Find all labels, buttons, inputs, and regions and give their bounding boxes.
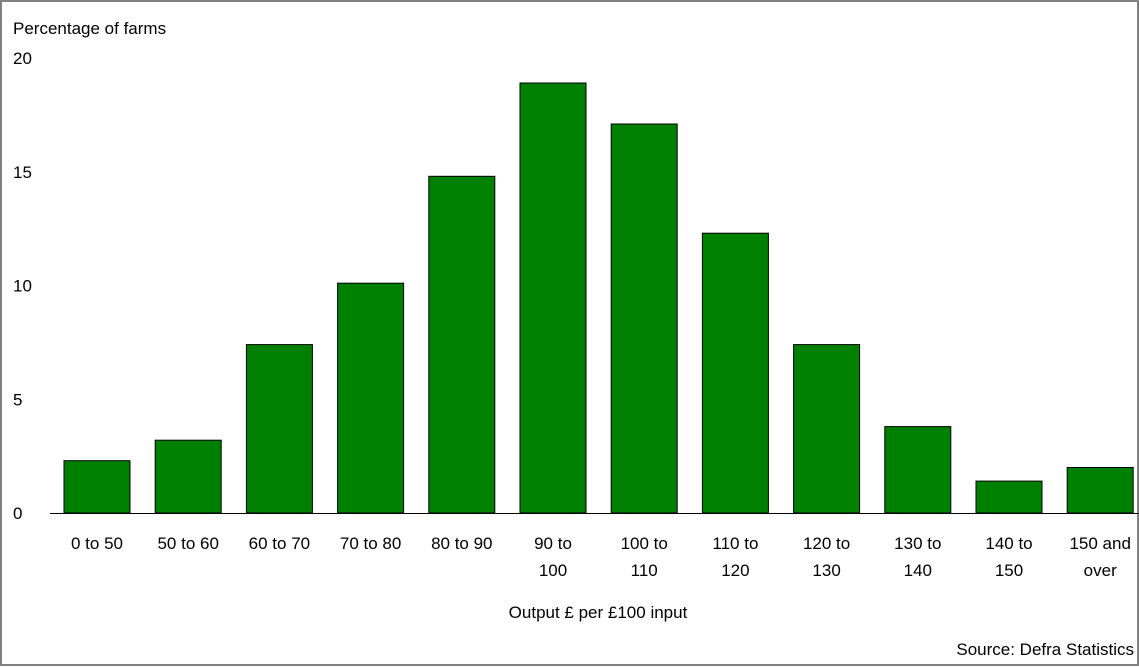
bar [428, 175, 496, 514]
bar [337, 282, 405, 514]
x-tick-label: 50 to 60 [157, 534, 218, 553]
x-tick-label: 0 to 50 [71, 534, 123, 553]
bar [884, 426, 952, 514]
x-axis-label: Output £ per £100 input [509, 603, 688, 622]
x-tick-label: 130 to 140 [894, 534, 941, 580]
source-note: Source: Defra Statistics [956, 640, 1134, 659]
bar [519, 82, 587, 514]
x-tick-label: 140 to 150 [985, 534, 1032, 580]
x-tick-label: 100 to 110 [621, 534, 668, 580]
y-axis-ticks: 0 5 10 15 20 [13, 49, 32, 523]
bar [154, 439, 222, 514]
x-axis-ticks: 0 to 50 50 to 60 60 to 70 70 to 80 80 to 90 9… [71, 534, 1131, 580]
bar [245, 344, 313, 514]
bar [63, 460, 131, 514]
x-tick-label: 110 to 120 [712, 534, 758, 580]
x-tick-label: 150 and over [1069, 534, 1130, 580]
x-tick-label: 120 to 130 [803, 534, 850, 580]
y-tick-label: 0 [13, 504, 22, 523]
y-tick-label: 10 [13, 277, 32, 296]
y-tick-label: 15 [13, 163, 32, 182]
x-tick-label: 90 to 100 [534, 534, 572, 580]
x-tick-label: 70 to 80 [340, 534, 401, 553]
y-tick-label: 5 [13, 390, 22, 409]
bars [63, 82, 1134, 514]
bar [975, 480, 1043, 514]
bar [793, 344, 861, 514]
bar [701, 232, 769, 514]
x-tick-label: 60 to 70 [249, 534, 310, 553]
bar [610, 123, 678, 514]
y-axis-label: Percentage of farms [13, 19, 166, 38]
y-tick-label: 20 [13, 49, 32, 68]
bar [1066, 467, 1134, 514]
x-tick-label: 80 to 90 [431, 534, 492, 553]
